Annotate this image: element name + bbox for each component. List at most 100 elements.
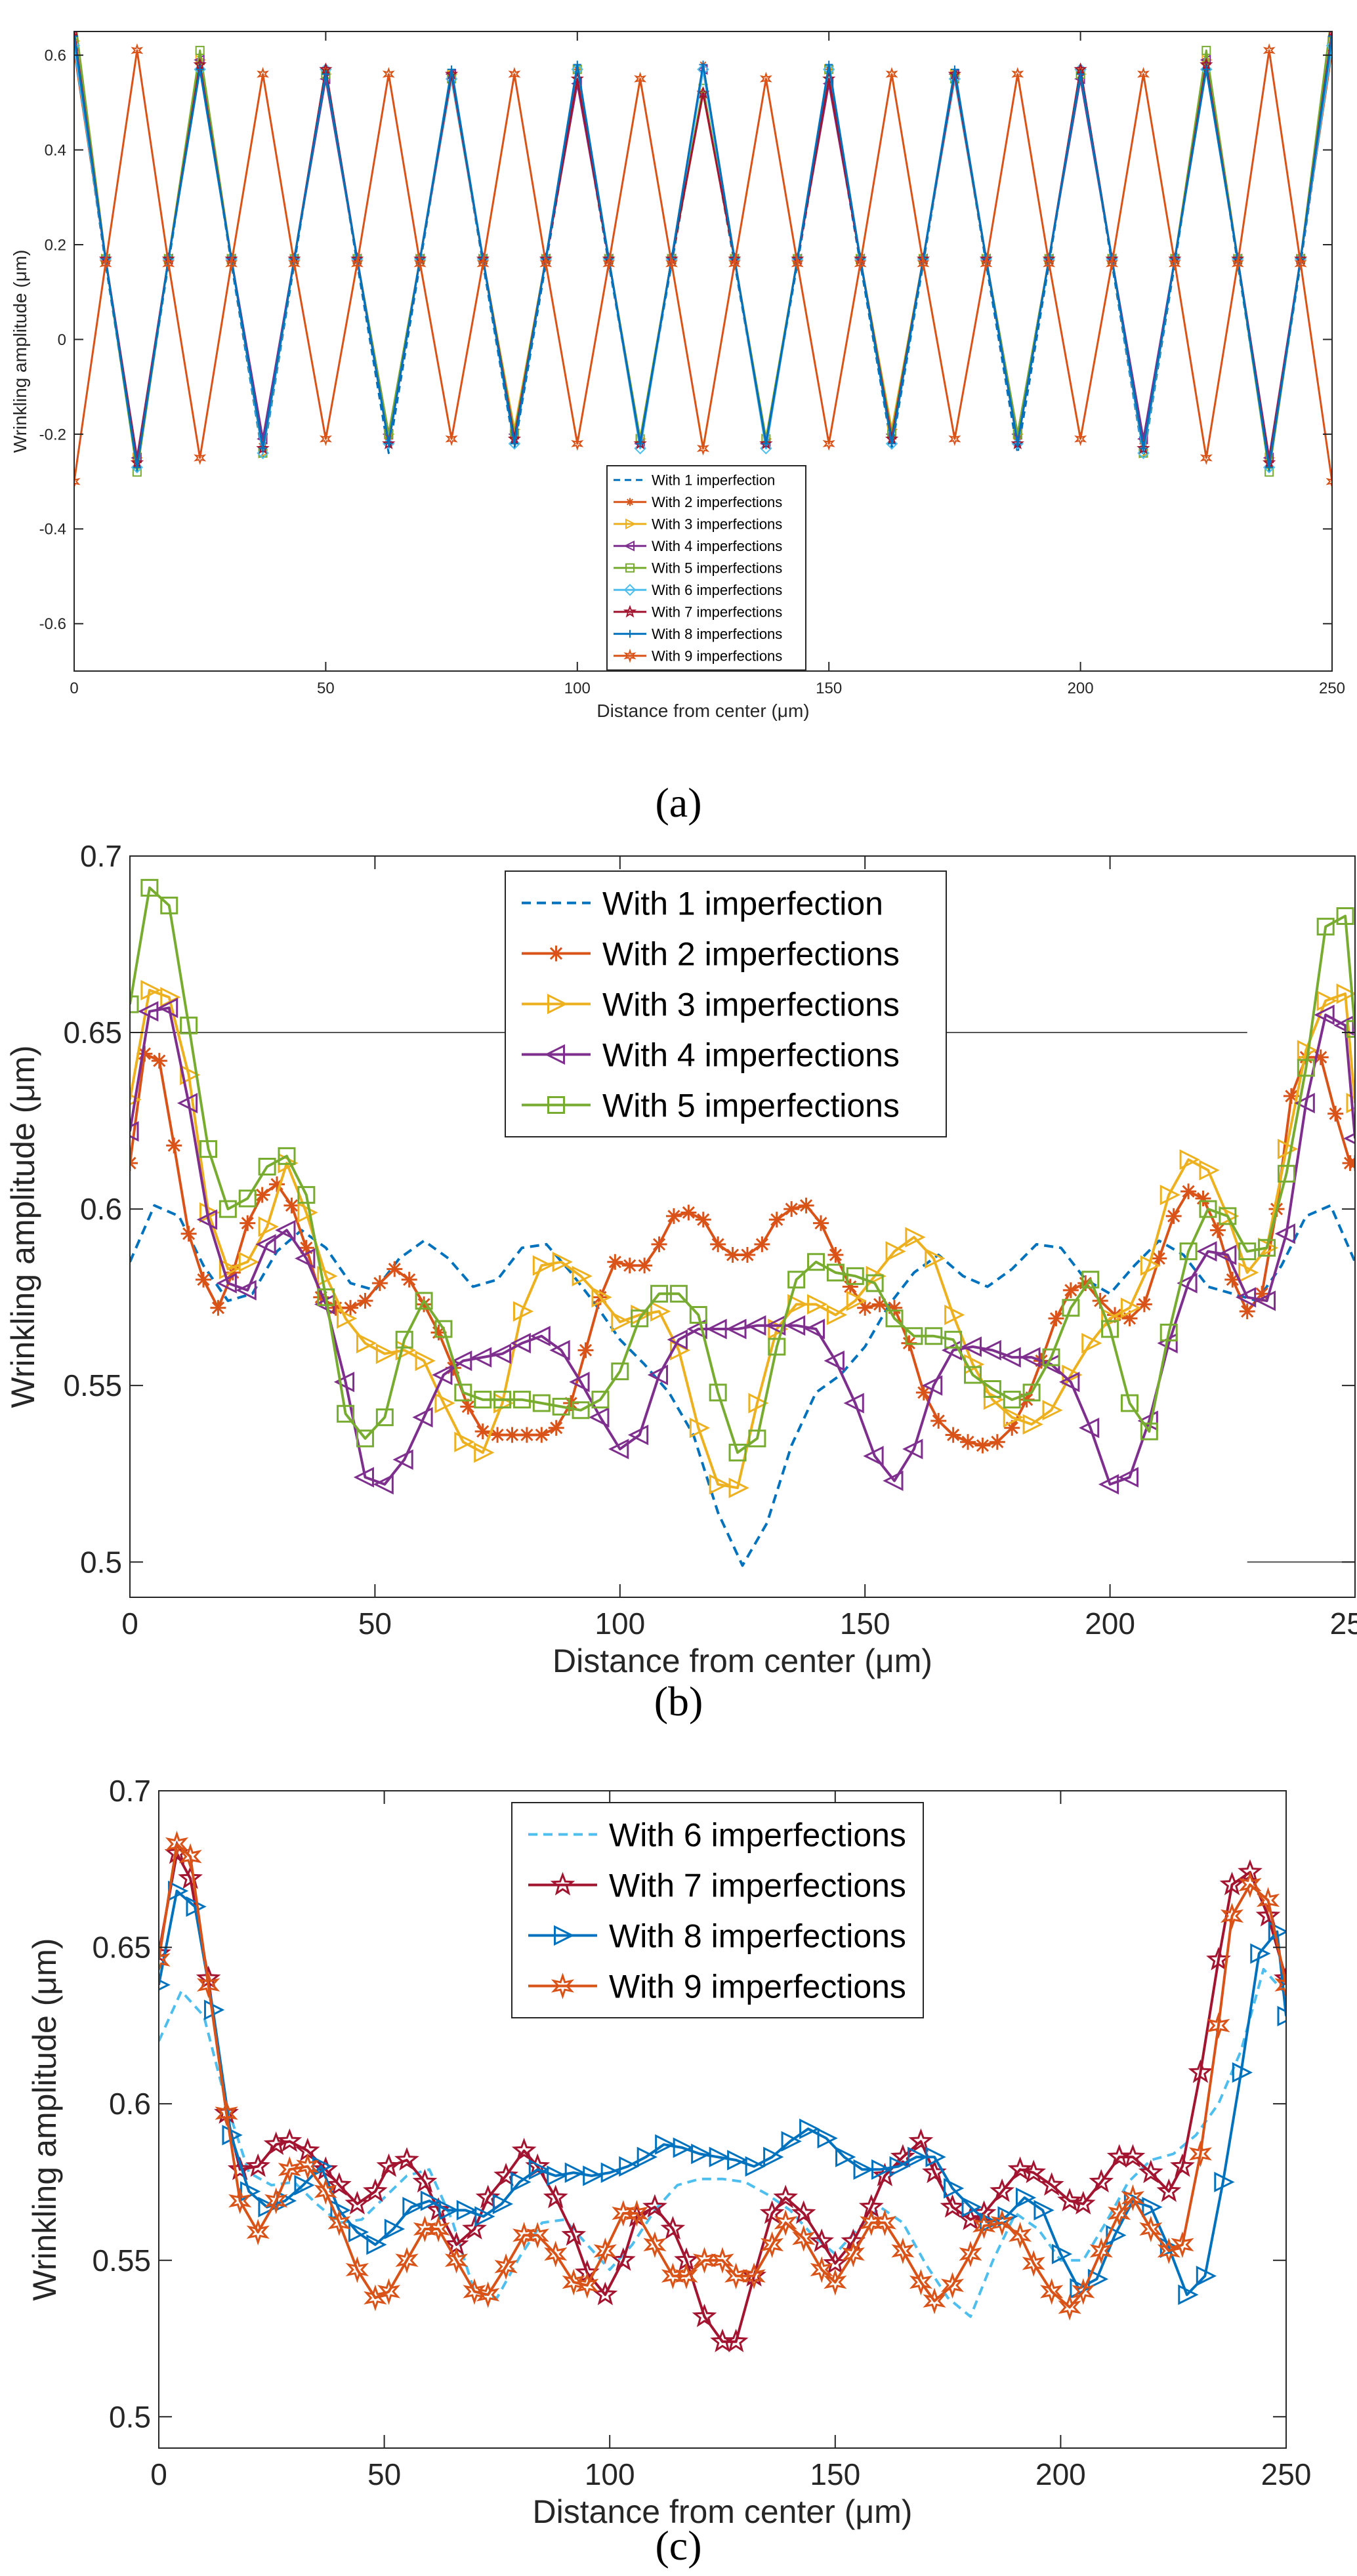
- data-point: [798, 1197, 814, 1214]
- data-point: [709, 1474, 730, 1495]
- legend-label-with-5-imperfections: With 5 imperfections: [602, 1088, 900, 1124]
- data-point: [194, 451, 207, 465]
- data-point: [283, 1197, 300, 1214]
- data-point: [377, 2278, 401, 2305]
- data-point: [533, 1427, 550, 1443]
- data-point: [883, 1470, 904, 1492]
- data-point: [530, 1326, 551, 1347]
- data-point: [561, 2222, 587, 2246]
- y-tick-label: 0.65: [63, 1015, 122, 1050]
- data-point: [817, 2128, 838, 2149]
- data-point: [726, 1319, 747, 1339]
- data-point: [562, 2268, 585, 2296]
- data-point: [1207, 2012, 1230, 2039]
- data-point: [1255, 1290, 1276, 1311]
- data-point: [1074, 432, 1087, 447]
- data-point: [665, 1208, 682, 1224]
- data-point: [760, 2231, 784, 2259]
- data-point: [665, 256, 678, 271]
- data-point: [1219, 1207, 1237, 1225]
- data-point: [787, 1271, 806, 1289]
- data-point: [943, 2178, 965, 2199]
- data-point: [294, 2175, 315, 2196]
- data-point: [783, 1201, 800, 1217]
- data-point: [512, 1391, 531, 1409]
- data-point: [493, 2163, 519, 2186]
- data-point: [1196, 2265, 1217, 2287]
- data-point: [1250, 1943, 1271, 1964]
- data-point: [327, 2209, 351, 2236]
- data-point: [826, 1263, 845, 1282]
- data-point: [476, 256, 490, 271]
- data-point: [1015, 2187, 1037, 2208]
- data-point: [1219, 1871, 1245, 1896]
- data-point: [277, 2128, 303, 2152]
- data-point: [572, 1265, 593, 1286]
- x-axis-label: Distance from center (μm): [553, 1643, 932, 1679]
- data-point: [804, 1319, 825, 1339]
- data-point: [593, 2238, 617, 2264]
- data-point: [1013, 440, 1022, 448]
- data-point: [138, 1001, 159, 1022]
- legend-marker: [544, 1044, 565, 1065]
- data-point: [1346, 1093, 1355, 1114]
- data-point: [824, 1350, 845, 1372]
- data-point: [470, 1347, 492, 1368]
- y-tick-label: 0.55: [92, 2243, 151, 2278]
- axes-box: [73, 31, 1333, 672]
- data-point: [1196, 1241, 1217, 1262]
- data-point: [434, 1320, 453, 1338]
- data-point: [451, 1350, 472, 1372]
- data-point: [724, 1247, 741, 1263]
- data-point: [768, 1338, 786, 1356]
- data-point: [257, 67, 269, 81]
- series-group: [74, 31, 1332, 489]
- data-point: [1165, 1208, 1182, 1224]
- legend-marker: [554, 1925, 575, 1946]
- data-point: [686, 1319, 707, 1339]
- data-point: [762, 440, 770, 448]
- data-point: [395, 2247, 419, 2274]
- data-point: [841, 2240, 865, 2268]
- data-point: [572, 1401, 590, 1420]
- data-point: [739, 1247, 755, 1263]
- data-point: [1314, 1004, 1335, 1025]
- data-point: [1179, 1149, 1200, 1170]
- data-point: [871, 1296, 888, 1313]
- data-point: [1101, 1320, 1119, 1338]
- data-point: [258, 2196, 279, 2218]
- data-point: [872, 2163, 898, 2186]
- legend-marker: [623, 648, 637, 663]
- data-point: [1057, 2188, 1083, 2212]
- data-point: [866, 1274, 884, 1292]
- data-point: [337, 1308, 358, 1329]
- data-point: [1177, 1273, 1198, 1294]
- data-point: [650, 1301, 671, 1322]
- data-point: [255, 1234, 276, 1255]
- data-point: [689, 1418, 711, 1439]
- series-line-with-6-imperfections: [159, 1968, 1286, 2318]
- data-point: [824, 2268, 847, 2296]
- x-tick-label: 200: [1035, 2457, 1086, 2491]
- data-point: [1137, 447, 1150, 459]
- data-point: [1011, 67, 1024, 81]
- data-point: [697, 63, 709, 75]
- x-tick-label: 150: [816, 680, 842, 697]
- data-point: [258, 1158, 276, 1176]
- data-point: [754, 1236, 770, 1252]
- data-point: [362, 2178, 388, 2202]
- data-point: [445, 432, 458, 447]
- data-point: [1274, 1971, 1286, 1999]
- data-point: [691, 2143, 712, 2165]
- data-point: [853, 2159, 874, 2180]
- data-point: [1106, 256, 1119, 271]
- data-point: [1201, 45, 1211, 55]
- data-point: [706, 1319, 727, 1339]
- data-point: [692, 2303, 717, 2327]
- data-point: [760, 442, 772, 455]
- data-point: [890, 2144, 915, 2168]
- data-point: [445, 73, 458, 85]
- data-point: [319, 432, 333, 447]
- data-point: [1297, 1059, 1315, 1077]
- data-point: [812, 1215, 829, 1231]
